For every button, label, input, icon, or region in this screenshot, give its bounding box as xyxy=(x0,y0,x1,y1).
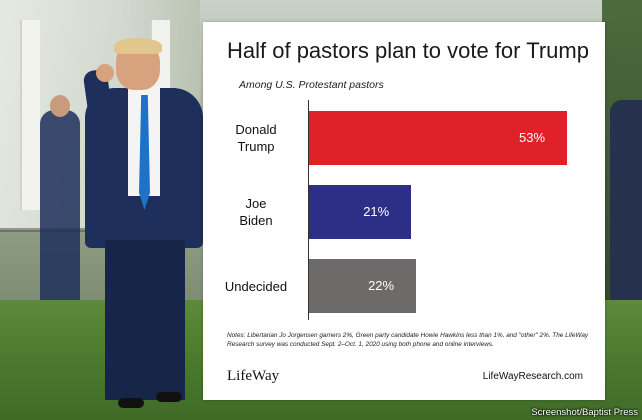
bar-value-label: 22% xyxy=(368,278,395,293)
category-label-line: Joe xyxy=(245,196,267,211)
person-shoe xyxy=(156,392,182,402)
category-label-line: Donald xyxy=(235,122,277,137)
chart-notes: Notes: Libertarian Jo Jorgensen garners … xyxy=(227,332,589,348)
person-trousers xyxy=(105,240,185,400)
category-axis-line xyxy=(308,100,309,320)
bar-value-label: 21% xyxy=(363,204,390,219)
background-person xyxy=(610,100,642,300)
category-label-line: Undecided xyxy=(224,278,288,294)
category-label-line: Trump xyxy=(237,139,275,154)
source-url: LifeWayResearch.com xyxy=(482,371,583,382)
category-label: Joe Biden xyxy=(211,195,301,229)
category-label-line: Biden xyxy=(239,213,273,228)
person-shoe xyxy=(118,398,144,408)
background-person-head xyxy=(50,95,70,117)
person-necktie xyxy=(139,95,150,210)
bar xyxy=(309,259,417,313)
chart-title: Half of pastors plan to vote for Trump xyxy=(227,38,589,63)
category-label: Undecided xyxy=(211,278,301,295)
person-fist xyxy=(96,64,114,82)
category-label: Donald Trump xyxy=(211,121,301,155)
bar-value-label: 53% xyxy=(518,130,546,145)
chart-card: Half of pastors plan to vote for Trump A… xyxy=(203,22,605,400)
background-person xyxy=(40,110,80,300)
person-hair xyxy=(114,38,162,54)
chart-subtitle: Among U.S. Protestant pastors xyxy=(239,79,384,91)
lifeway-logo: LifeWay xyxy=(227,368,280,384)
background-column xyxy=(20,20,40,210)
bar xyxy=(309,111,567,165)
bar xyxy=(309,185,412,239)
photo-credit: Screenshot/Baptist Press xyxy=(531,407,638,418)
